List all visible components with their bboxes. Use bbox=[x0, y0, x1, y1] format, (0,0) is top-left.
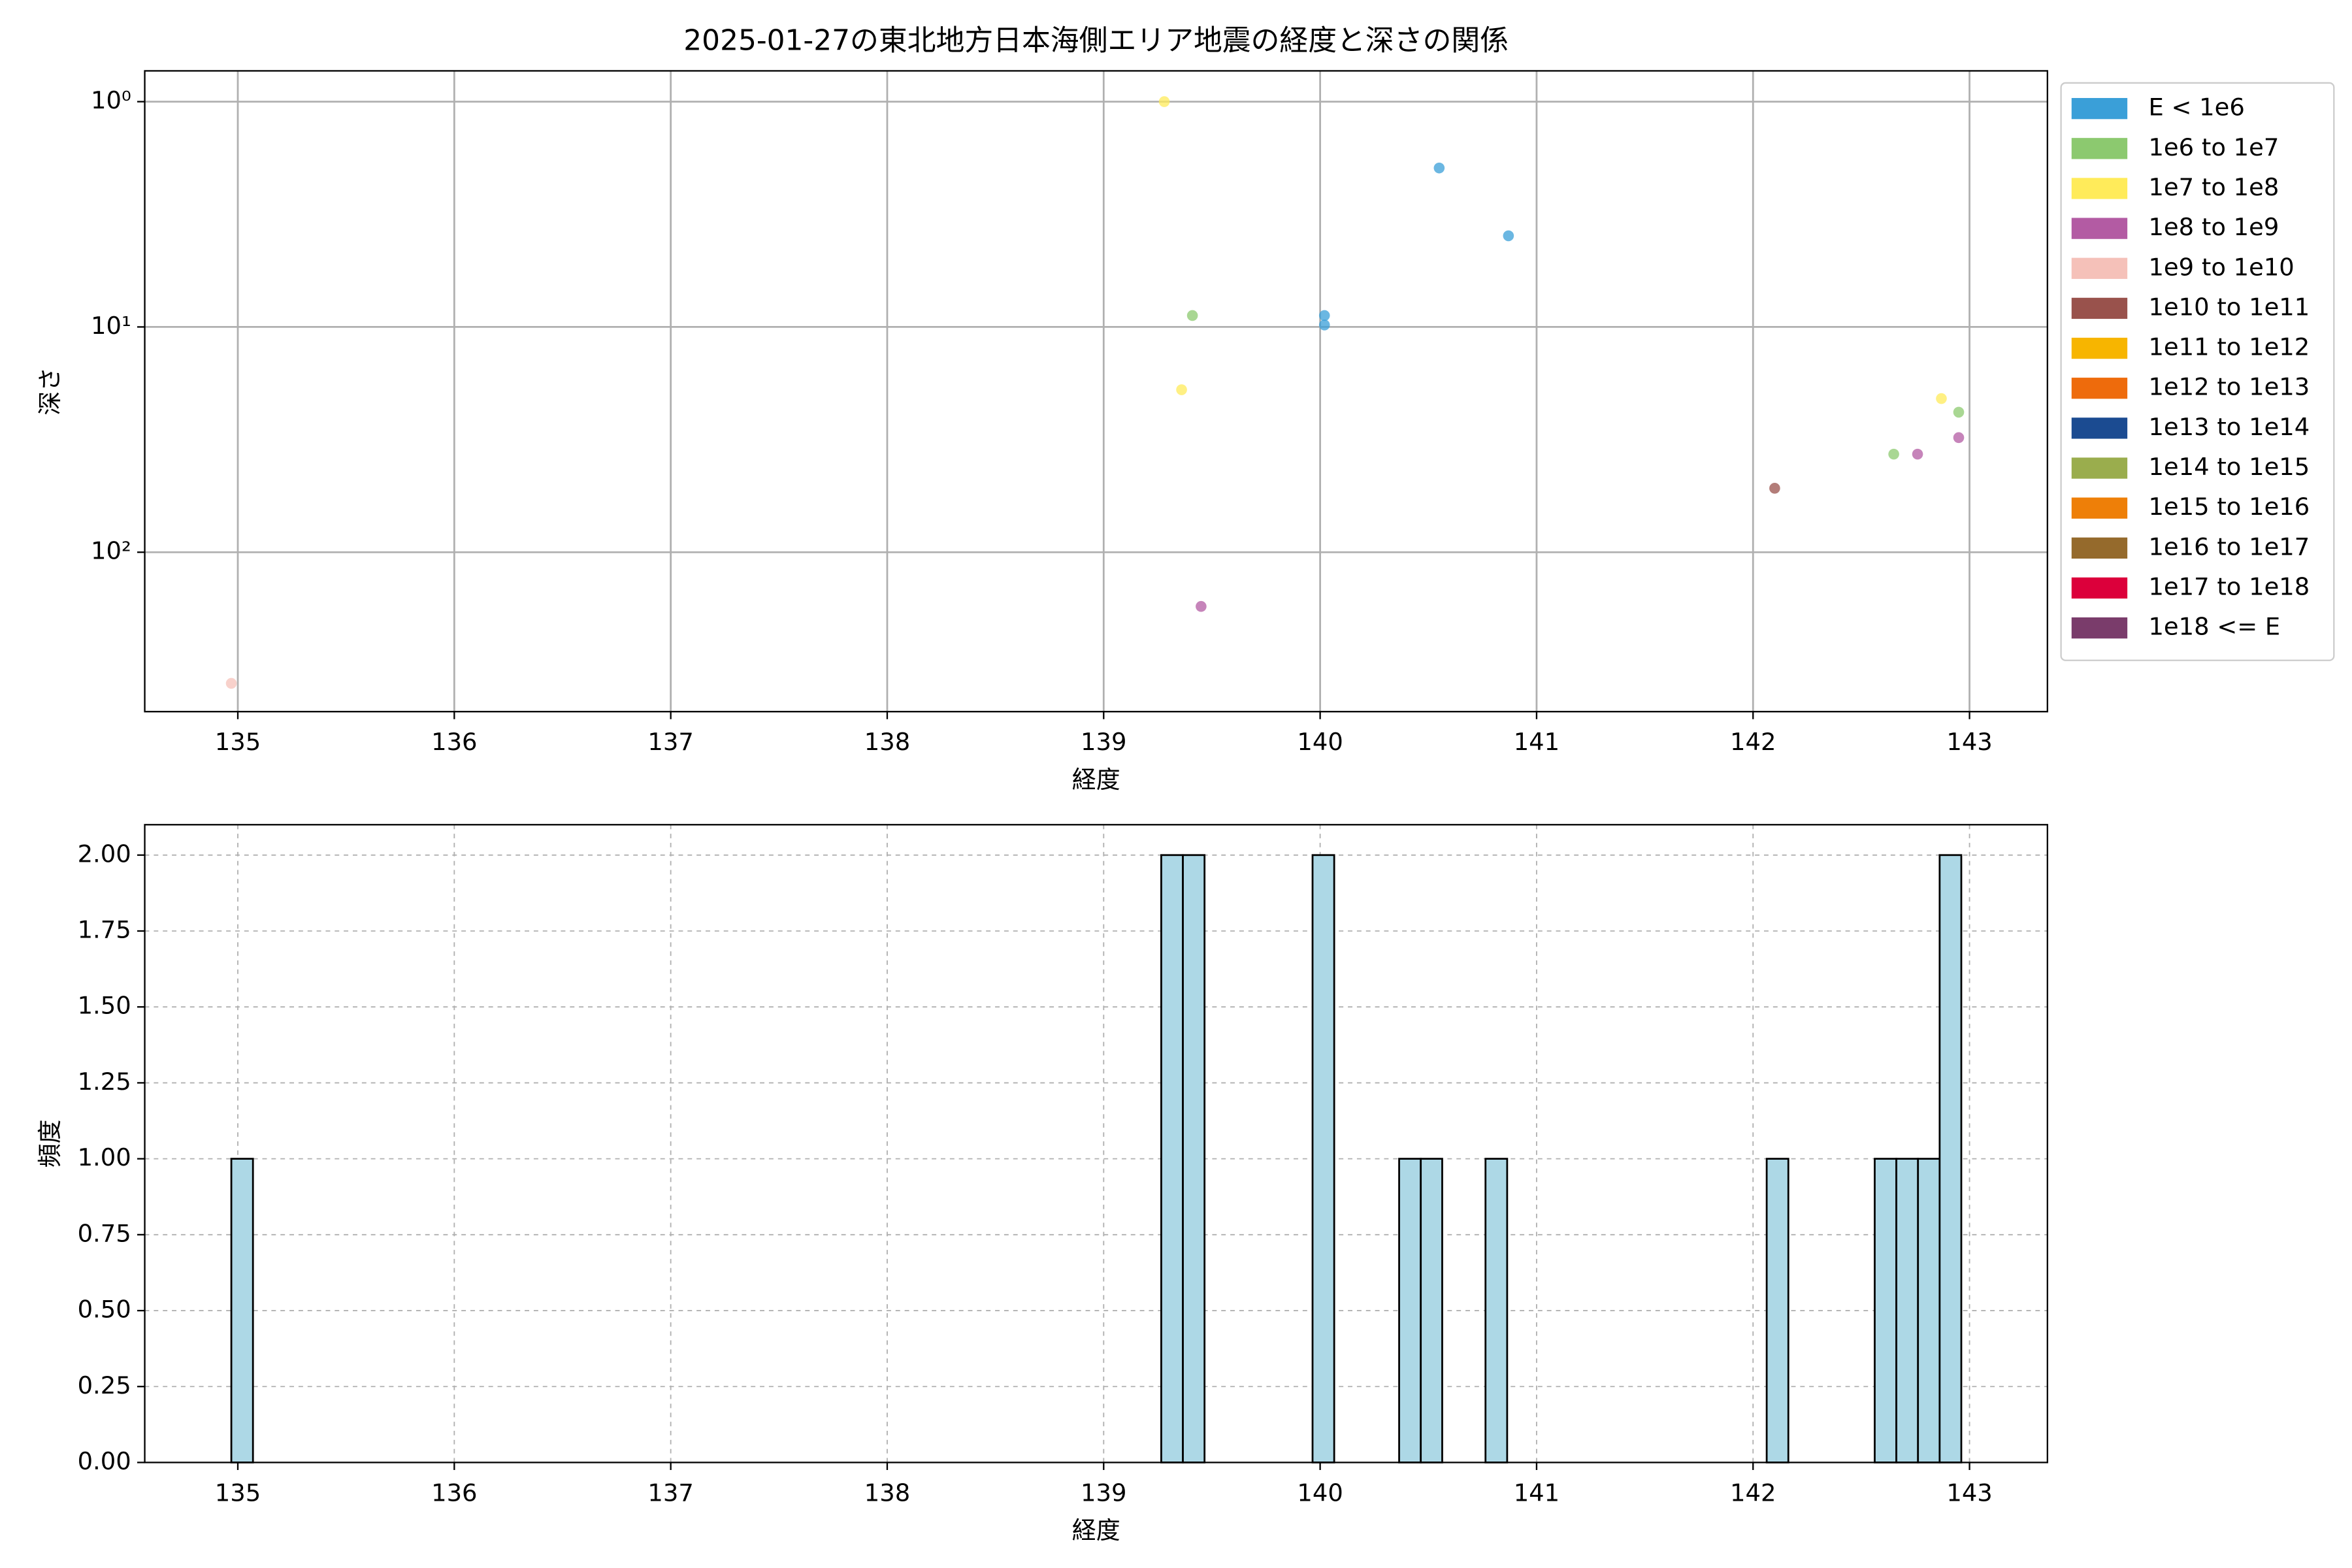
histogram-bar bbox=[1311, 854, 1335, 1463]
legend-label: 1e17 to 1e18 bbox=[2148, 573, 2310, 601]
legend-swatch bbox=[2071, 178, 2128, 199]
data-point bbox=[1769, 483, 1780, 494]
data-point bbox=[1912, 448, 1923, 460]
y-tick-label: 10⁰ bbox=[91, 86, 131, 114]
y-tick-label: 1.25 bbox=[78, 1068, 131, 1096]
legend-label: E < 1e6 bbox=[2148, 93, 2244, 122]
data-point bbox=[1158, 96, 1170, 107]
histogram-bar bbox=[1484, 1158, 1509, 1463]
histogram-bar bbox=[1765, 1158, 1789, 1463]
legend-label: 1e15 to 1e16 bbox=[2148, 493, 2310, 521]
legend-label: 1e6 to 1e7 bbox=[2148, 133, 2279, 161]
y-tick-label: 0.75 bbox=[78, 1219, 131, 1247]
data-point bbox=[1318, 310, 1330, 321]
legend-label: 1e16 to 1e17 bbox=[2148, 532, 2310, 561]
histogram-bar bbox=[230, 1158, 254, 1463]
legend-swatch bbox=[2071, 617, 2128, 639]
data-point bbox=[1503, 230, 1514, 242]
x-tick-label: 136 bbox=[431, 728, 477, 756]
y-tick-label: 10¹ bbox=[91, 312, 131, 340]
y-tick-label: 1.00 bbox=[78, 1143, 131, 1171]
legend-label: 1e14 to 1e15 bbox=[2148, 453, 2310, 481]
y-tick-label: 1.50 bbox=[78, 992, 131, 1020]
x-tick-label: 135 bbox=[215, 728, 261, 756]
x-tick-label: 143 bbox=[1946, 1478, 1992, 1507]
y-tick-label: 0.00 bbox=[78, 1447, 131, 1475]
legend-label: 1e13 to 1e14 bbox=[2148, 413, 2310, 441]
legend-swatch bbox=[2071, 497, 2128, 519]
legend-box bbox=[2060, 82, 2335, 661]
legend-swatch bbox=[2071, 297, 2128, 319]
x-axis-label: 経度 bbox=[1072, 766, 1120, 794]
x-tick-label: 139 bbox=[1081, 728, 1126, 756]
legend-label: 1e10 to 1e11 bbox=[2148, 293, 2310, 321]
data-point bbox=[1953, 432, 1965, 444]
legend-swatch bbox=[2071, 457, 2128, 479]
histogram-bar bbox=[1420, 1158, 1443, 1463]
x-tick-label: 138 bbox=[864, 728, 910, 756]
x-tick-label: 139 bbox=[1081, 1478, 1126, 1507]
legend-label: 1e9 to 1e10 bbox=[2148, 253, 2294, 281]
x-tick-label: 141 bbox=[1514, 1478, 1560, 1507]
y-tick-label: 0.50 bbox=[78, 1296, 131, 1324]
legend-swatch bbox=[2071, 417, 2128, 439]
legend-label: 1e11 to 1e12 bbox=[2148, 333, 2310, 361]
x-tick-label: 142 bbox=[1730, 728, 1776, 756]
histogram-bar bbox=[1938, 854, 1963, 1463]
legend-swatch bbox=[2071, 218, 2128, 239]
histogram-bar bbox=[1874, 1158, 1897, 1463]
legend-label: 1e12 to 1e13 bbox=[2148, 373, 2310, 401]
data-point bbox=[1176, 384, 1187, 395]
x-tick-label: 140 bbox=[1297, 728, 1343, 756]
legend-swatch bbox=[2071, 257, 2128, 279]
y-tick-label: 0.25 bbox=[78, 1371, 131, 1399]
x-tick-label: 137 bbox=[647, 728, 693, 756]
chart-title: 2025-01-27の東北地方日本海側エリア地震の経度と深さの関係 bbox=[683, 24, 1509, 57]
histogram-bar bbox=[1917, 1158, 1941, 1463]
x-axis-label: 経度 bbox=[1072, 1516, 1120, 1544]
legend-swatch bbox=[2071, 337, 2128, 359]
data-point bbox=[1196, 600, 1207, 612]
axes-frame bbox=[144, 824, 2048, 1463]
x-tick-label: 141 bbox=[1514, 728, 1560, 756]
y-axis-label: 頻度 bbox=[36, 1119, 64, 1168]
y-tick-label: 10² bbox=[91, 537, 131, 565]
legend-label: 1e8 to 1e9 bbox=[2148, 213, 2279, 241]
histogram-bar bbox=[1895, 1158, 1919, 1463]
x-tick-label: 135 bbox=[215, 1478, 261, 1507]
x-tick-label: 142 bbox=[1730, 1478, 1776, 1507]
data-point bbox=[1433, 162, 1445, 174]
legend-label: 1e7 to 1e8 bbox=[2148, 173, 2279, 201]
data-point bbox=[1953, 406, 1965, 418]
x-tick-label: 143 bbox=[1946, 728, 1992, 756]
y-tick-label: 1.75 bbox=[78, 916, 131, 944]
x-tick-label: 136 bbox=[431, 1478, 477, 1507]
legend-swatch bbox=[2071, 537, 2128, 559]
legend-swatch bbox=[2071, 378, 2128, 399]
y-axis-label: 深さ bbox=[36, 367, 64, 416]
y-tick-label: 2.00 bbox=[78, 840, 131, 868]
data-point bbox=[1318, 319, 1330, 331]
histogram-bar bbox=[1160, 854, 1184, 1463]
data-point bbox=[1936, 393, 1947, 404]
x-tick-label: 138 bbox=[864, 1478, 910, 1507]
legend-label: 1e18 <= E bbox=[2148, 613, 2280, 641]
x-tick-label: 137 bbox=[647, 1478, 693, 1507]
histogram-bar bbox=[1398, 1158, 1422, 1463]
legend-swatch bbox=[2071, 138, 2128, 159]
x-tick-label: 140 bbox=[1297, 1478, 1343, 1507]
legend-swatch bbox=[2071, 98, 2128, 120]
legend-swatch bbox=[2071, 577, 2128, 599]
data-point bbox=[1888, 448, 1899, 460]
histogram-bar bbox=[1182, 854, 1206, 1463]
axes-frame bbox=[144, 70, 2048, 713]
data-point bbox=[1186, 310, 1198, 321]
data-point bbox=[225, 678, 237, 689]
